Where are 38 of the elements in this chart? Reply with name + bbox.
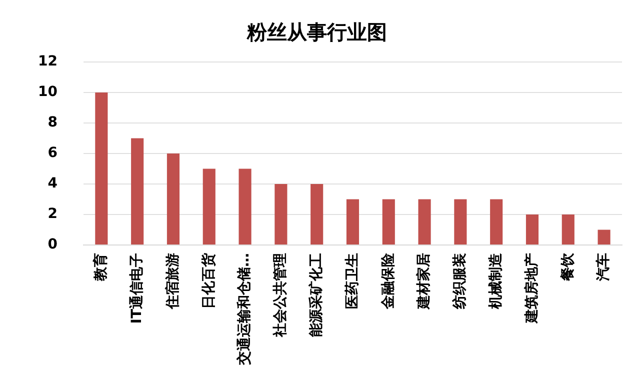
bar (346, 199, 360, 244)
x-tick-label: 金融保险 (380, 252, 396, 310)
bar (562, 214, 574, 244)
x-tick-label: 建材家居 (415, 253, 432, 310)
y-tick-label: 2 (48, 206, 58, 222)
x-tick-label: 交通运输和仓储… (236, 253, 253, 366)
bar (274, 184, 288, 244)
x-tick-label: 建筑房地产 (522, 253, 540, 324)
y-tick-label: 4 (48, 176, 58, 192)
y-tick-label: 8 (48, 114, 58, 131)
x-tick-label: 日化百货 (200, 252, 217, 309)
y-tick-label: 10 (38, 84, 58, 100)
x-tick-label: 机械制造 (488, 252, 504, 310)
bar (418, 199, 431, 244)
bar (166, 154, 180, 244)
bar (382, 199, 395, 244)
x-tick-label: 教育 (92, 253, 110, 282)
bar (95, 92, 108, 244)
y-tick-label: 12 (38, 54, 58, 70)
x-tick-label: 住宿旅游 (164, 253, 181, 310)
chart-title: 粉丝从事行业图 (246, 20, 387, 44)
bar (310, 184, 324, 244)
x-tick-label: IT通信电子 (128, 253, 145, 324)
y-tick-label: 6 (48, 145, 58, 162)
x-tick-label: 社会公共管理 (272, 253, 289, 338)
x-tick-label: 餐饮 (560, 252, 576, 282)
bar (238, 168, 252, 244)
bar (526, 214, 539, 244)
x-tick-label: 能源采矿化工 (307, 253, 324, 337)
y-tick-label: 0 (48, 236, 58, 253)
x-tick-label: 汽车 (594, 253, 612, 282)
x-tick-label: 医药卫生 (344, 253, 360, 309)
bar (131, 138, 144, 244)
bar (454, 199, 467, 244)
bar (490, 199, 503, 244)
x-tick-label: 纺织服装 (451, 253, 468, 310)
bar (202, 168, 216, 244)
bar (598, 230, 610, 244)
